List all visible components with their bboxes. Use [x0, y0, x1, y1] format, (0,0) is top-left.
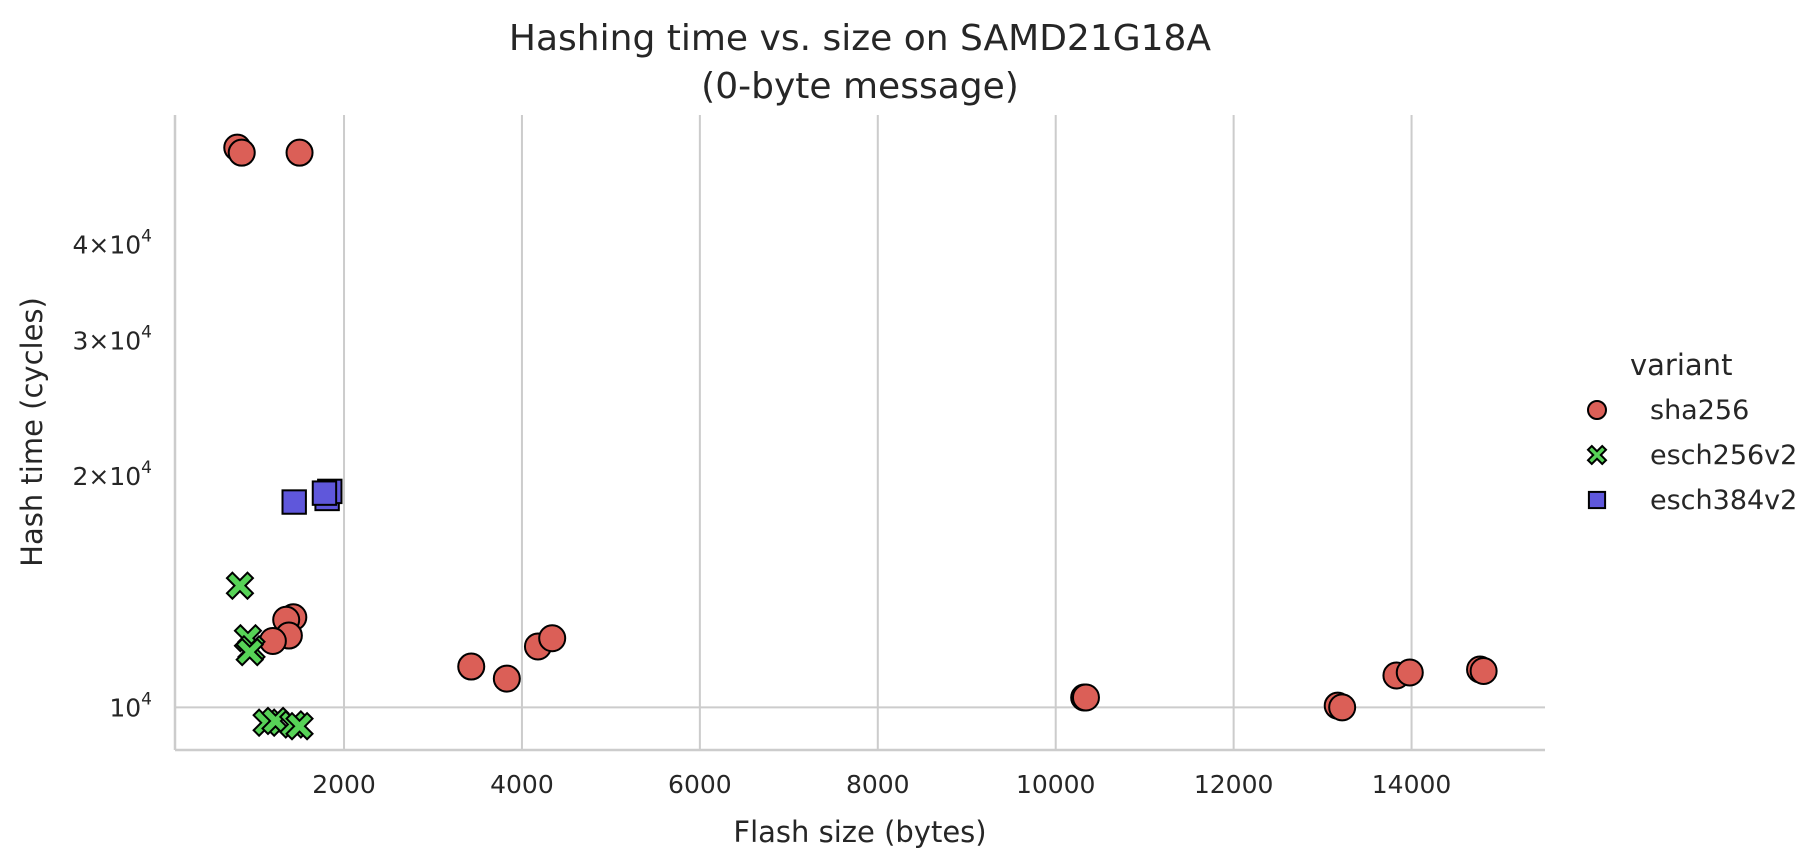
y-tick-label: 3×104 [73, 323, 153, 356]
data-point-sha256 [1395, 658, 1424, 687]
x-tick-label: 14000 [1372, 770, 1452, 799]
data-point-esch256v2 [225, 571, 255, 601]
x-tick-labels: 2000 4000 6000 8000 10000 12000 14000 [312, 770, 1451, 799]
chart-subtitle: (0-byte message) [701, 66, 1019, 107]
x-tick-label: 2000 [312, 770, 376, 799]
x-tick-label: 6000 [668, 770, 732, 799]
legend: variant sha256 esch256v2 esch384v2 [1586, 348, 1797, 516]
data-point-esch256v2 [235, 637, 265, 667]
legend-marker-esch256v2 [1586, 444, 1608, 466]
data-point-sha256 [492, 664, 521, 693]
legend-marker-sha256 [1587, 400, 1607, 420]
y-tick-labels: 104 2×104 3×104 4×104 [73, 227, 153, 723]
y-tick-label: 4×104 [73, 227, 153, 260]
data-point-esch384v2 [311, 480, 338, 506]
legend-label-sha256: sha256 [1650, 395, 1749, 426]
data-points [223, 133, 1498, 741]
data-point-sha256 [457, 652, 486, 681]
data-point-esch384v2 [281, 489, 307, 515]
legend-label-esch384v2: esch384v2 [1650, 485, 1797, 516]
legend-items: sha256 esch256v2 esch384v2 [1586, 395, 1797, 516]
chart-title: Hashing time vs. size on SAMD21G18A [509, 18, 1212, 59]
data-point-sha256 [538, 624, 567, 653]
grid [175, 115, 1545, 750]
data-point-esch256v2 [285, 711, 314, 741]
data-point-sha256 [1328, 693, 1357, 722]
x-tick-label: 4000 [490, 770, 554, 799]
legend-marker-esch384v2 [1587, 490, 1607, 510]
data-point-sha256 [227, 138, 256, 167]
x-tick-label: 8000 [846, 770, 910, 799]
data-point-sha256 [285, 138, 314, 167]
y-axis-label: Hash time (cycles) [15, 297, 49, 567]
y-tick-label: 104 [109, 689, 152, 722]
x-axis-label: Flash size (bytes) [733, 815, 986, 849]
x-tick-label: 12000 [1194, 770, 1274, 799]
y-tick-label: 2×104 [73, 458, 153, 491]
data-point-sha256 [1071, 683, 1100, 712]
x-tick-label: 10000 [1016, 770, 1096, 799]
data-point-sha256 [1469, 657, 1498, 686]
legend-title: variant [1630, 348, 1732, 382]
legend-label-esch256v2: esch256v2 [1650, 440, 1797, 471]
